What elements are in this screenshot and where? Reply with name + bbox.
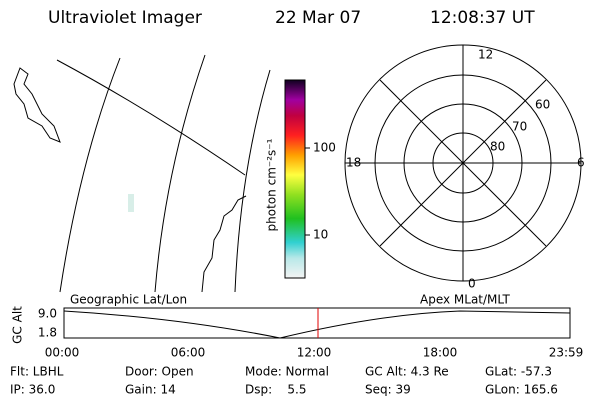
aurora-patch: [128, 194, 134, 212]
title: Ultraviolet Imager: [48, 8, 202, 28]
polar-label: 6: [577, 156, 585, 170]
status-field: Seq: 39: [365, 383, 411, 397]
polar-plot: [344, 44, 582, 282]
colorbar-tick-label: 10: [313, 228, 328, 242]
polar-label: 12: [478, 48, 493, 62]
map-line: [59, 57, 121, 293]
x-tick-label: 12:00: [297, 346, 332, 360]
polar-label: 18: [346, 156, 361, 170]
coastline: [13, 67, 61, 143]
map: [13, 54, 271, 293]
y-tick-label: 9.0: [38, 307, 57, 321]
map-line: [154, 54, 206, 293]
date: 22 Mar 07: [275, 8, 361, 28]
status-field: Dsp: 5.5: [245, 383, 307, 397]
altitude-curve: [63, 310, 571, 339]
panel-frame: [63, 307, 571, 339]
coastline: [201, 195, 247, 293]
panel-label: Apex MLat/MLT: [420, 293, 510, 307]
spoke: [379, 79, 547, 247]
colorbar-tick-label: 100: [313, 141, 336, 155]
colorbar: [284, 79, 306, 279]
time: 12:08:37 UT: [430, 8, 535, 28]
y-tick-label: 1.8: [38, 326, 57, 340]
status-field: Gain: 14: [125, 383, 176, 397]
polar-label: 60: [535, 98, 550, 112]
status-field: IP: 36.0: [10, 383, 55, 397]
x-tick-label: 23:59: [549, 346, 584, 360]
x-tick-label: 00:00: [45, 346, 80, 360]
status: Flt: LBHL Door: Open Mode: Normal GC Alt: 4…: [10, 365, 558, 397]
polar-label: 0: [468, 277, 476, 291]
polar-label: 70: [512, 120, 527, 134]
y-axis-label: GC Alt: [11, 306, 25, 344]
status-field: GLat: -57.3: [485, 365, 552, 379]
status-field: Door: Open: [125, 365, 194, 379]
colorbar-label: photon cm⁻²s⁻¹: [265, 138, 279, 231]
status-field: GC Alt: 4.3 Re: [365, 365, 449, 379]
status-field: GLon: 165.6: [485, 383, 558, 397]
x-tick-label: 18:00: [423, 346, 458, 360]
status-field: Flt: LBHL: [10, 365, 64, 379]
map-line: [234, 69, 271, 293]
map-line: [56, 59, 246, 176]
panel-label: Geographic Lat/Lon: [70, 293, 187, 307]
polar-label: 80: [490, 140, 505, 154]
status-field: Mode: Normal: [245, 365, 329, 379]
x-tick-label: 06:00: [171, 346, 206, 360]
